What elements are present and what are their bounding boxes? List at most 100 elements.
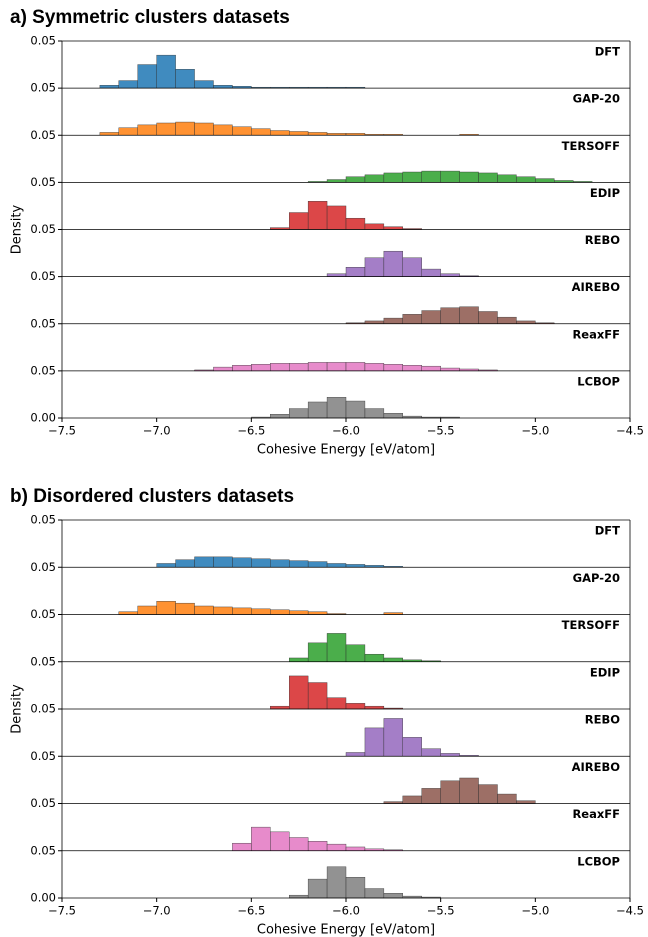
bar [251,608,271,615]
series-label: AIREBO [572,280,621,294]
bar [383,657,404,662]
series-label: ReaxFF [572,327,620,341]
bar [118,80,138,89]
bar [421,788,441,804]
x-tick-label: −5.0 [521,904,549,918]
bar [345,217,366,230]
bar [497,316,517,324]
bar [345,877,366,899]
bar [478,172,498,183]
bar [118,611,138,615]
x-tick-label: −4.5 [616,424,644,438]
bar [175,121,195,136]
series-label: REBO [585,233,620,247]
bar [118,127,138,136]
y-axis-label: Density [10,204,25,254]
bar [289,212,309,230]
bar [364,727,385,757]
bar [345,267,366,277]
bar [307,642,328,662]
bar [307,132,328,136]
series-label: GAP-20 [573,571,620,585]
bar [345,703,366,710]
bar [402,795,422,804]
bar [232,365,252,372]
y-tick-label: 0.00 [30,891,56,905]
bar [402,257,422,277]
bar [516,320,536,324]
x-tick-label: −6.5 [237,424,265,438]
bar [251,128,271,136]
bar [289,837,309,851]
x-tick-label: −5.5 [427,904,455,918]
y-tick-label: 0.05 [30,128,56,142]
bar [364,257,385,277]
bar [156,601,176,615]
bar [307,611,328,615]
y-tick-label: 0.05 [30,269,56,283]
bar [345,644,366,662]
bar [137,124,157,136]
x-tick-label: −6.5 [237,904,265,918]
bar [289,894,309,899]
bar [213,85,233,89]
bar [156,563,176,568]
bar [213,606,233,615]
series-label: LCBOP [577,374,620,388]
bar [137,64,157,89]
y-tick-label: 0.05 [30,843,56,857]
bar [213,366,233,372]
bar [459,306,479,324]
x-tick-label: −6.0 [332,904,360,918]
bar [307,201,328,230]
bar [402,314,422,324]
bar [307,682,328,710]
y-tick-label: 0.05 [30,749,56,763]
bar [440,170,460,183]
bar [383,718,404,757]
bar [326,633,347,662]
series-label: EDIP [590,665,620,679]
bar [289,363,309,372]
bar [364,320,385,324]
bar [345,846,366,851]
y-tick-label: 0.00 [30,411,56,425]
bar [232,126,252,136]
bar [270,831,290,851]
x-tick-label: −4.5 [616,904,644,918]
x-axis-label: Cohesive Energy [eV/atom] [257,923,435,937]
bar [289,131,309,136]
bar [383,172,404,183]
bar [345,564,366,568]
bar [345,176,366,183]
y-axis-label: Density [10,684,25,734]
bar [194,605,214,615]
x-tick-label: −7.0 [143,424,171,438]
bar [383,317,404,324]
x-tick-label: −7.5 [48,424,76,438]
series-label: DFT [595,45,620,59]
x-tick-label: −7.0 [143,904,171,918]
bar [194,80,214,89]
y-tick-label: 0.05 [30,607,56,621]
series-label: LCBOP [577,854,620,868]
bar [440,307,460,324]
y-tick-label: 0.05 [30,316,56,330]
x-tick-label: −6.0 [332,424,360,438]
series-label: GAP-20 [573,92,620,106]
bar [326,179,347,183]
bar [307,401,328,419]
bar [383,226,404,230]
y-tick-label: 0.05 [30,796,56,810]
bar [326,843,347,851]
bar [270,130,290,136]
y-tick-label: 0.05 [30,175,56,189]
x-tick-label: −7.5 [48,904,76,918]
bar [402,365,422,372]
bar [421,365,441,372]
bar [194,122,214,136]
bar [440,367,460,372]
bar [478,784,498,804]
chart-title: a) Symmetric clusters datasets [10,7,290,28]
series-label: DFT [595,524,620,538]
